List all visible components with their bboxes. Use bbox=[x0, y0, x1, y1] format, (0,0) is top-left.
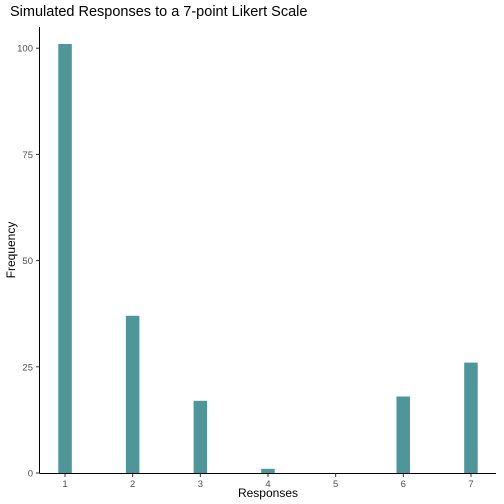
y-tick-label-25: 25 bbox=[22, 362, 33, 373]
bar-2 bbox=[125, 315, 140, 473]
bar-1 bbox=[58, 44, 72, 473]
y-tick-label-50: 50 bbox=[22, 256, 33, 267]
y-axis-title: Frequency bbox=[4, 222, 18, 279]
x-tick-label-5: 5 bbox=[333, 479, 338, 490]
bar-7 bbox=[464, 362, 478, 473]
bar-6 bbox=[396, 396, 410, 473]
x-tick-label-2: 2 bbox=[130, 479, 135, 490]
x-tick-label-1: 1 bbox=[62, 479, 67, 490]
x-tick-label-3: 3 bbox=[198, 479, 203, 490]
x-tick-label-7: 7 bbox=[468, 479, 473, 490]
chart-title: Simulated Responses to a 7-point Likert … bbox=[10, 4, 307, 20]
x-axis-ticks: 1 2 3 4 5 6 7 bbox=[62, 473, 474, 490]
y-axis-ticks: 0 25 50 75 100 bbox=[17, 44, 40, 480]
bar-4 bbox=[261, 468, 275, 473]
x-axis-title: Responses bbox=[238, 486, 298, 500]
x-tick-label-4: 4 bbox=[265, 479, 270, 490]
plot-area bbox=[58, 44, 478, 473]
bar-3 bbox=[193, 400, 208, 473]
y-tick-label-0: 0 bbox=[28, 469, 33, 480]
x-tick-label-6: 6 bbox=[401, 479, 406, 490]
y-tick-label-100: 100 bbox=[17, 44, 33, 55]
y-tick-label-75: 75 bbox=[22, 150, 33, 161]
